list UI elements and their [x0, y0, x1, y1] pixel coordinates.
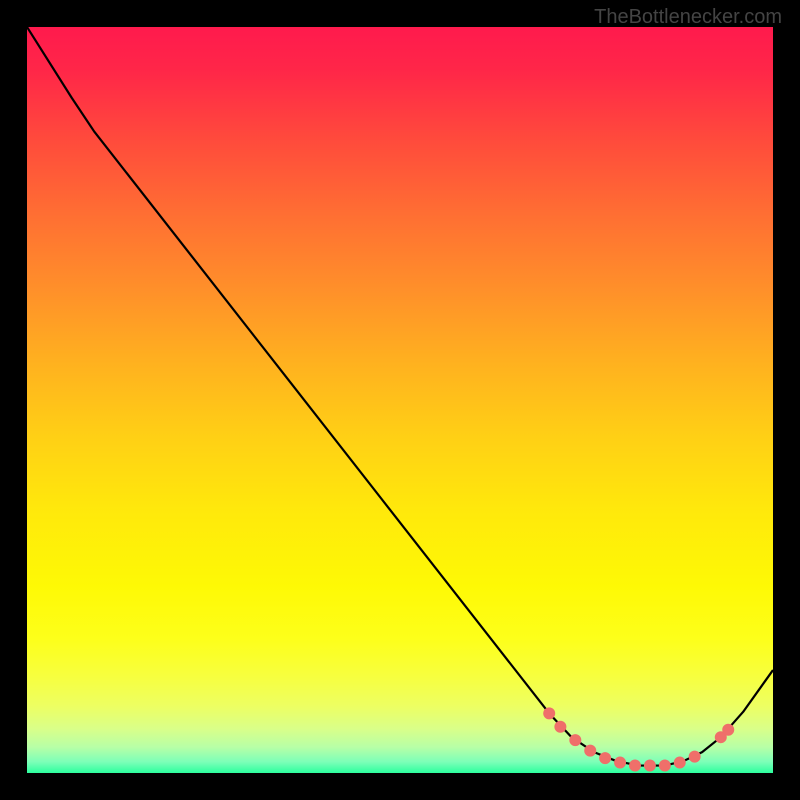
marker-dot	[689, 751, 700, 762]
marker-dot	[555, 721, 566, 732]
marker-dot	[644, 760, 655, 771]
marker-dot	[600, 753, 611, 764]
marker-dot	[629, 760, 640, 771]
curve-line	[27, 27, 773, 766]
marker-dot	[570, 735, 581, 746]
plot-area	[27, 27, 773, 773]
marker-dot	[674, 757, 685, 768]
marker-dot	[659, 760, 670, 771]
marker-dot	[544, 708, 555, 719]
marker-dot	[615, 757, 626, 768]
marker-dot	[723, 724, 734, 735]
marker-dot	[585, 745, 596, 756]
chart-overlay	[27, 27, 773, 773]
marker-group	[544, 708, 734, 771]
watermark-text: TheBottlenecker.com	[594, 6, 782, 29]
